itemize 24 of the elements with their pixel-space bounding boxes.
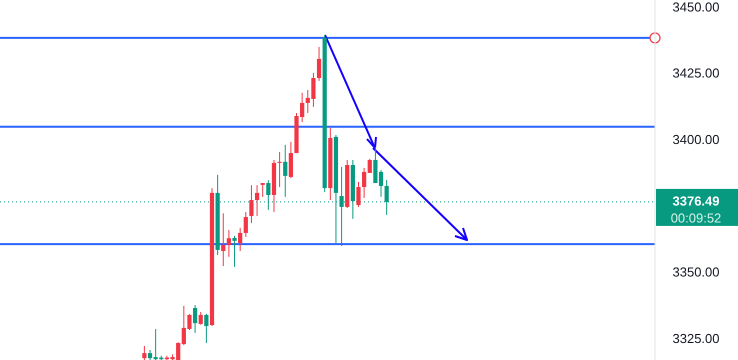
- y-tick-label: 3450.00: [672, 0, 720, 14]
- ref-line-label: 3376.49: [672, 193, 720, 208]
- candlestick: [221, 212, 226, 267]
- candlestick: [232, 235, 237, 268]
- candlestick: [244, 211, 248, 238]
- y-tick-label: 3400.00: [672, 132, 720, 148]
- candlestick: [198, 311, 203, 326]
- candlestick: [260, 182, 265, 198]
- y-tick-label: 3350.00: [672, 264, 720, 280]
- candlestick: [266, 180, 270, 210]
- candlestick: [288, 141, 293, 179]
- candlestick: [142, 345, 146, 360]
- candlestick: [192, 304, 198, 334]
- candlestick: [249, 184, 254, 224]
- text: 00:09:52: [670, 210, 722, 226]
- candlestick: [254, 184, 260, 216]
- candlestick: [283, 144, 288, 198]
- candlestick: [238, 227, 242, 252]
- y-tick-label: 3325.00: [672, 331, 720, 346]
- candlestick: [226, 230, 232, 258]
- y-tick-label: 3425.00: [672, 66, 720, 81]
- candlestick: [356, 181, 361, 208]
- candlestick: [316, 46, 322, 82]
- candlestick: [204, 313, 208, 344]
